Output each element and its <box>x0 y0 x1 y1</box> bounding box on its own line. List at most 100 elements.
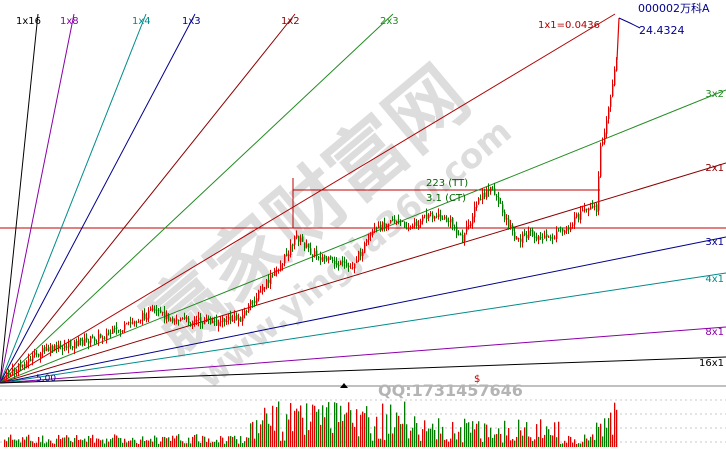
volume-bar[interactable] <box>296 408 298 447</box>
volume-bar[interactable] <box>428 428 430 447</box>
candle-body[interactable] <box>100 333 102 338</box>
volume-bar[interactable] <box>356 409 358 447</box>
volume-bar[interactable] <box>534 439 536 447</box>
candle-body[interactable] <box>578 213 580 220</box>
candle-body[interactable] <box>408 228 410 230</box>
candle-body[interactable] <box>260 291 262 293</box>
candle-body[interactable] <box>604 132 606 143</box>
volume-bar[interactable] <box>358 436 360 447</box>
volume-bar[interactable] <box>578 443 580 447</box>
volume-bar[interactable] <box>468 422 470 447</box>
candle-body[interactable] <box>548 236 550 238</box>
candle-body[interactable] <box>368 235 370 241</box>
candle-body[interactable] <box>458 233 460 235</box>
candle-body[interactable] <box>446 218 448 223</box>
volume-bar[interactable] <box>320 424 322 447</box>
candle-body[interactable] <box>94 338 96 341</box>
volume-bar[interactable] <box>594 439 596 447</box>
volume-bar[interactable] <box>476 423 478 447</box>
candle-body[interactable] <box>362 252 364 257</box>
volume-bar[interactable] <box>586 438 588 447</box>
candle-body[interactable] <box>188 318 190 324</box>
volume-bar[interactable] <box>322 405 324 447</box>
candle-body[interactable] <box>464 233 466 242</box>
fan-line-1x8[interactable] <box>0 13 75 384</box>
candle-body[interactable] <box>468 224 470 227</box>
volume-bar[interactable] <box>398 415 400 447</box>
volume-bar[interactable] <box>342 421 344 447</box>
candle-body[interactable] <box>476 205 478 208</box>
volume-bar[interactable] <box>34 443 36 447</box>
volume-bar[interactable] <box>536 424 538 447</box>
candle-body[interactable] <box>320 257 322 261</box>
volume-bar[interactable] <box>392 433 394 447</box>
candle-body[interactable] <box>584 208 586 211</box>
candle-body[interactable] <box>442 218 444 220</box>
volume-bar[interactable] <box>488 437 490 447</box>
candle-body[interactable] <box>232 319 234 321</box>
candle-body[interactable] <box>284 254 286 264</box>
candle-body[interactable] <box>466 226 468 232</box>
candle-body[interactable] <box>84 338 86 346</box>
candle-body[interactable] <box>510 224 512 229</box>
volume-bar[interactable] <box>138 443 140 447</box>
volume-bar[interactable] <box>224 443 226 447</box>
volume-bar[interactable] <box>456 439 458 447</box>
volume-bar[interactable] <box>28 434 30 447</box>
candle-body[interactable] <box>42 348 44 352</box>
volume-bar[interactable] <box>462 442 464 447</box>
volume-bar[interactable] <box>298 411 300 447</box>
candle-body[interactable] <box>66 346 68 348</box>
candle-body[interactable] <box>558 230 560 232</box>
candle-body[interactable] <box>498 197 500 205</box>
candle-body[interactable] <box>550 236 552 239</box>
candle-body[interactable] <box>70 340 72 347</box>
volume-bar[interactable] <box>300 405 302 447</box>
volume-bar[interactable] <box>258 433 260 447</box>
candle-body[interactable] <box>428 214 430 218</box>
candle-body[interactable] <box>338 265 340 267</box>
candle-body[interactable] <box>440 214 442 220</box>
volume-bar[interactable] <box>272 405 274 447</box>
candle-body[interactable] <box>134 321 136 324</box>
candle-body[interactable] <box>314 251 316 257</box>
candle-body[interactable] <box>538 236 540 241</box>
candle-body[interactable] <box>106 333 108 340</box>
volume-bar[interactable] <box>546 426 548 447</box>
volume-bar[interactable] <box>444 439 446 447</box>
volume-bar[interactable] <box>576 443 578 447</box>
volume-bar[interactable] <box>448 441 450 447</box>
candle-body[interactable] <box>426 214 428 220</box>
candle-body[interactable] <box>534 236 536 238</box>
candle-body[interactable] <box>346 262 348 267</box>
volume-bar[interactable] <box>340 405 342 447</box>
candle-body[interactable] <box>512 225 514 231</box>
volume-bar[interactable] <box>144 440 146 447</box>
volume-bar[interactable] <box>522 435 524 447</box>
candle-body[interactable] <box>280 264 282 272</box>
candle-body[interactable] <box>448 220 450 222</box>
candle-body[interactable] <box>246 311 248 313</box>
candle-body[interactable] <box>520 238 522 242</box>
candle-body[interactable] <box>178 319 180 321</box>
candle-body[interactable] <box>308 243 310 249</box>
candle-body[interactable] <box>608 107 610 119</box>
candle-body[interactable] <box>382 222 384 230</box>
candle-body[interactable] <box>196 320 198 322</box>
candle-body[interactable] <box>378 225 380 229</box>
candle-body[interactable] <box>86 337 88 340</box>
candle-body[interactable] <box>384 223 386 228</box>
volume-bar[interactable] <box>186 443 188 447</box>
volume-bar[interactable] <box>76 435 78 447</box>
candle-body[interactable] <box>76 340 78 347</box>
candle-body[interactable] <box>430 213 432 215</box>
volume-bar[interactable] <box>242 443 244 447</box>
candle-body[interactable] <box>596 204 598 212</box>
volume-bar[interactable] <box>496 434 498 447</box>
volume-bar[interactable] <box>86 441 88 447</box>
volume-bar[interactable] <box>112 437 114 447</box>
volume-bar[interactable] <box>42 435 44 447</box>
volume-bar[interactable] <box>360 414 362 447</box>
volume-bar[interactable] <box>374 426 376 447</box>
